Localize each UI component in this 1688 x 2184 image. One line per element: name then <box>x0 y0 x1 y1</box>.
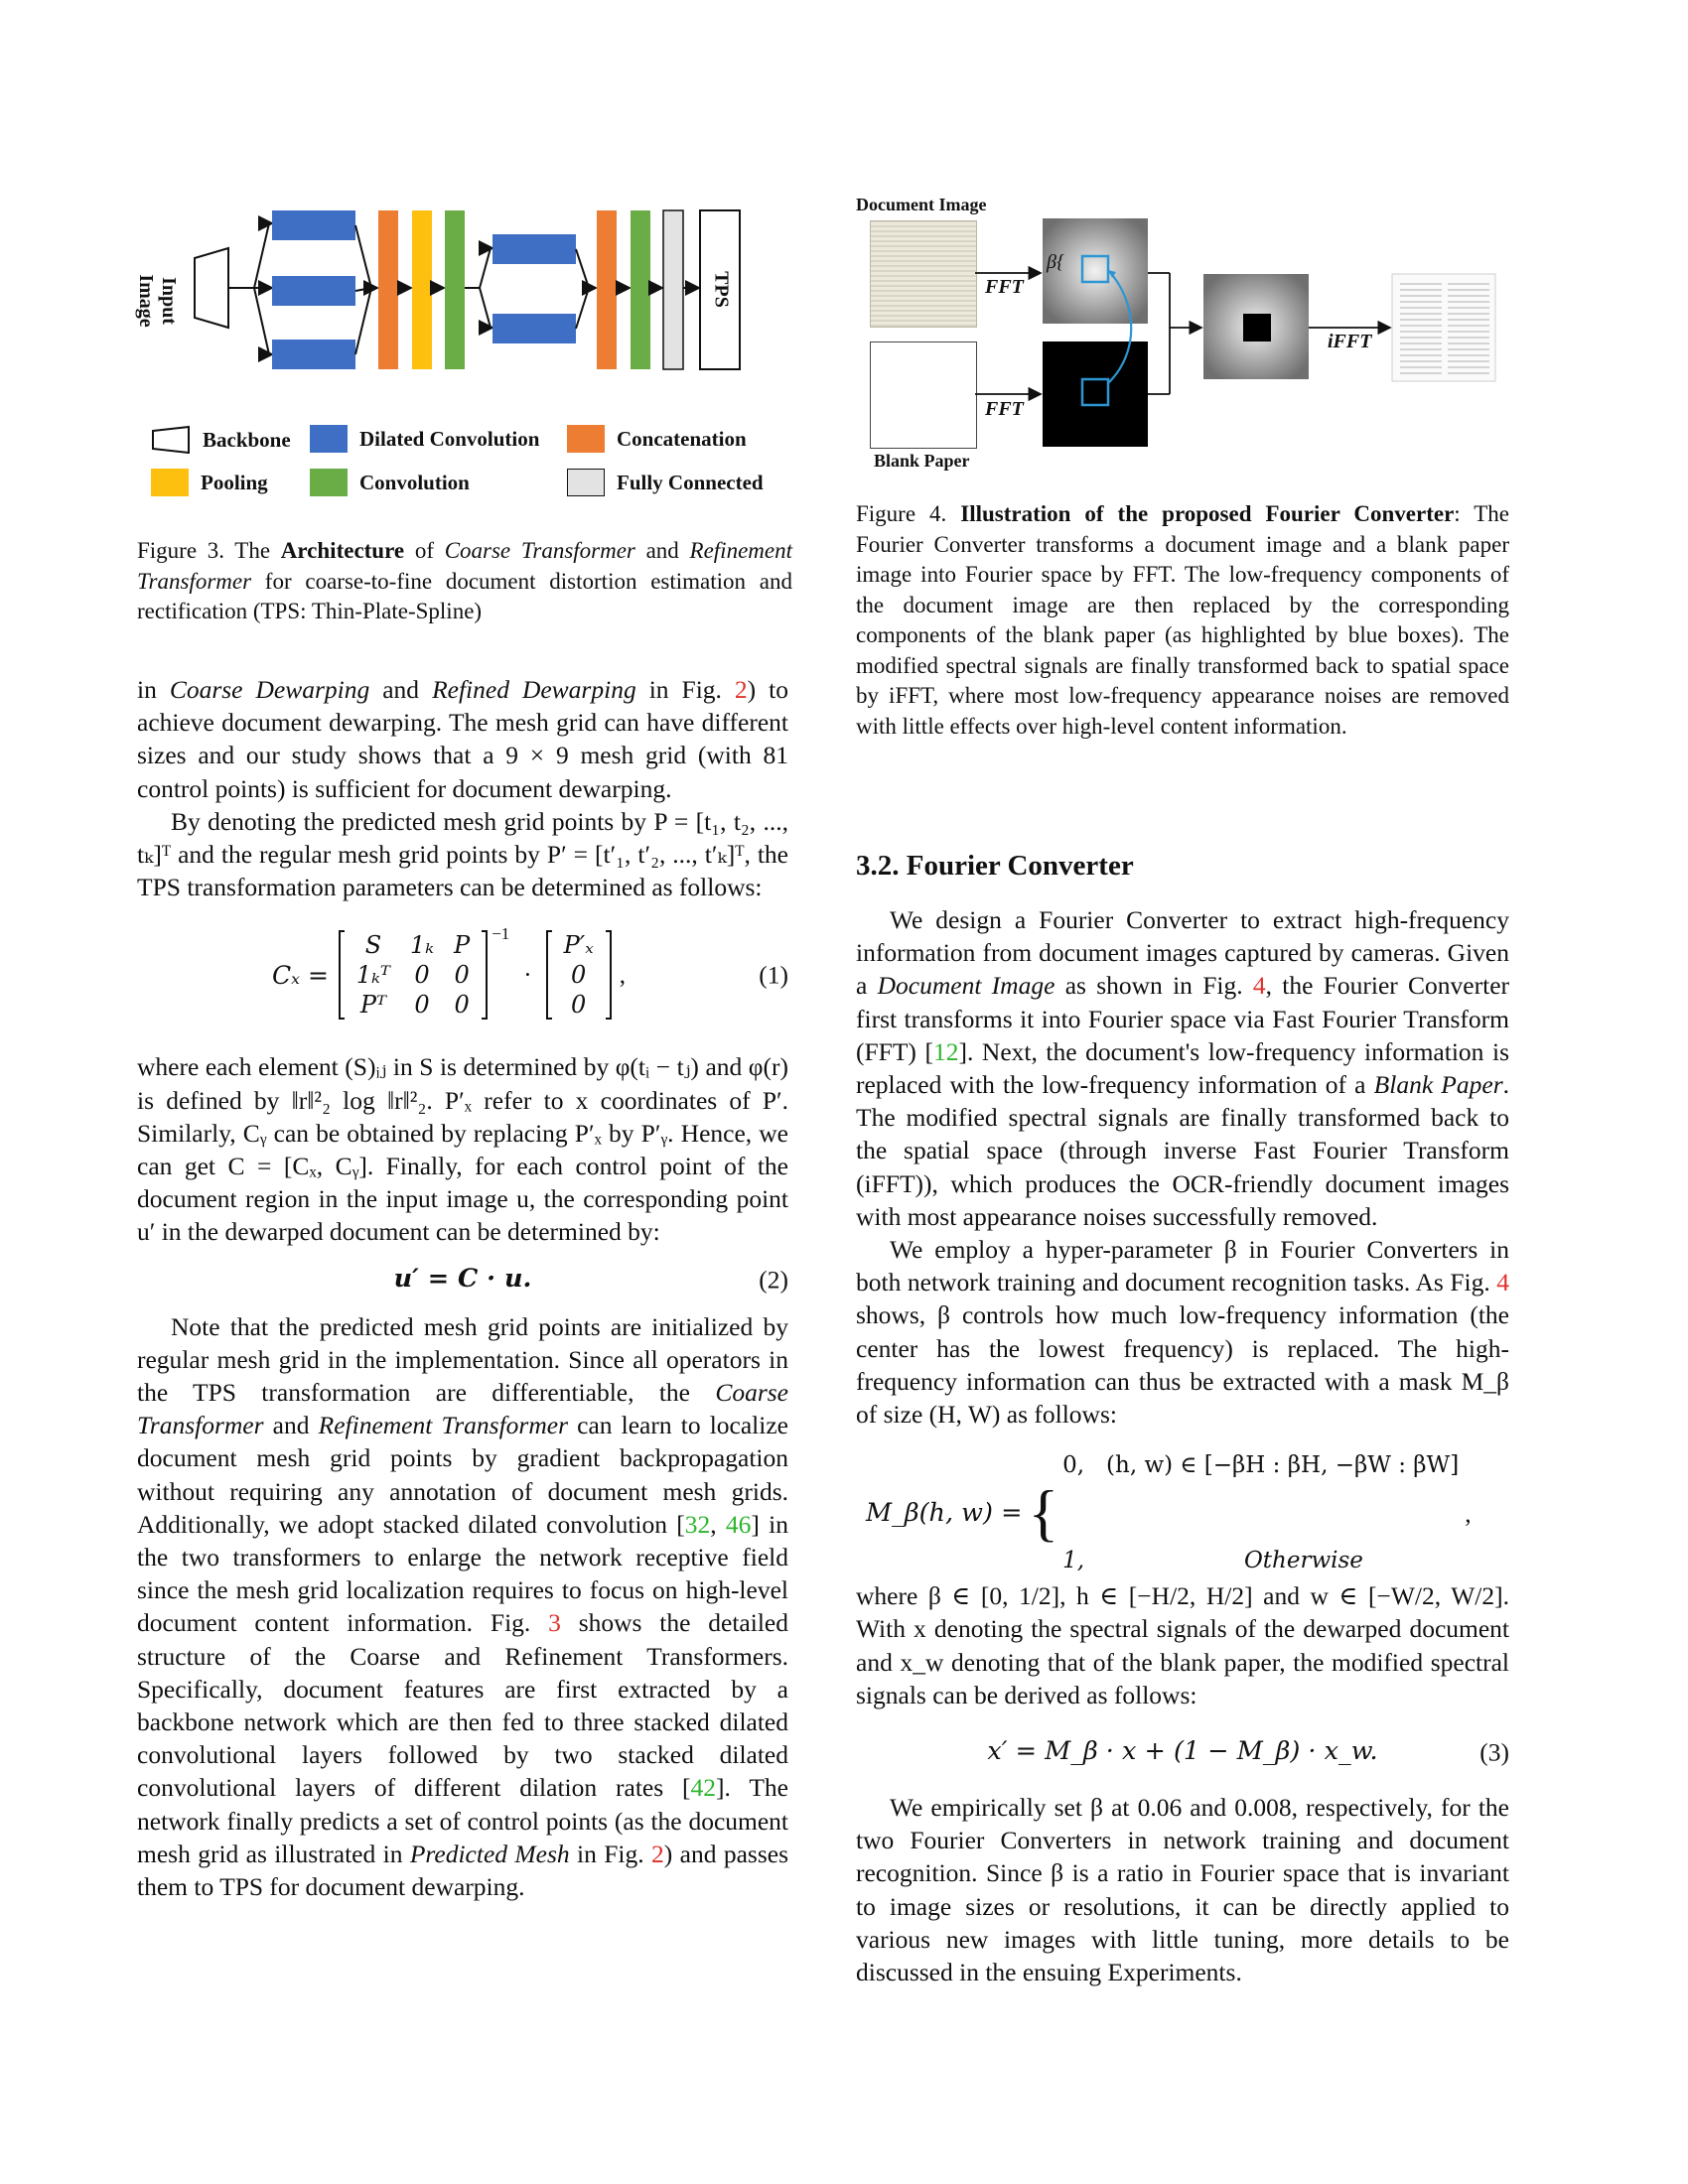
document-image-thumbnail <box>870 220 977 328</box>
fully-connected-swatch <box>567 469 605 496</box>
case-2: 1, Otherwise <box>1062 1548 1363 1574</box>
legend-convolution: Convolution <box>310 469 470 496</box>
document-image-label: Document Image <box>856 195 987 214</box>
concatenation-block <box>597 210 617 369</box>
legend-label: Backbone <box>203 427 291 452</box>
fully-connected-block <box>662 209 684 370</box>
blank-paper-thumbnail <box>870 341 977 449</box>
eq2-number: (2) <box>759 1265 788 1295</box>
equation-3: x′ = M_β · x + (1 − M_β) · x_w. (3) <box>856 1727 1509 1777</box>
dilated-conv-block <box>272 340 355 369</box>
eq3-number: (3) <box>1479 1737 1509 1767</box>
section-title: 3.2. Fourier Converter <box>856 850 1134 882</box>
mask-eq-lhs: M_β(h, w) = <box>866 1497 1023 1528</box>
backbone-shape <box>194 246 229 330</box>
fft-label-bottom: FFT <box>985 398 1024 420</box>
mask-equation: M_β(h, w) = { 0, (h, w) ∈ [−βH : βH, −βW… <box>856 1452 1509 1573</box>
low-frequency-box <box>1080 254 1110 284</box>
paragraph: We design a Fourier Converter to extract… <box>856 905 1510 1231</box>
figure-3: Input Image TPS Backbone Dilated Convolu… <box>135 199 792 496</box>
eq2-body: u′ = C · u. <box>393 1263 532 1294</box>
left-column: in Coarse Dewarping and Refined Dewarpin… <box>137 673 788 1903</box>
low-frequency-box <box>1080 377 1110 407</box>
paragraph: where β ∈ [0, 1/2], h ∈ [−H/2, H/2] and … <box>856 1581 1509 1709</box>
legend-label: Pooling <box>201 470 268 494</box>
concatenation-swatch <box>567 425 605 453</box>
tps-box <box>699 209 741 370</box>
dilated-conv-swatch <box>310 425 348 453</box>
eq3-body: x′ = M_β · x + (1 − M_β) · x_w. <box>987 1736 1378 1767</box>
dilated-conv-block <box>492 234 576 264</box>
dilated-conv-block <box>272 276 355 306</box>
replacement-arrow <box>1107 269 1133 384</box>
legend-label: Fully Connected <box>617 470 764 494</box>
document-spectrum <box>1043 218 1148 324</box>
legend-fully-connected: Fully Connected <box>567 469 764 496</box>
paragraph: Note that the predicted mesh grid points… <box>137 1311 788 1902</box>
convolution-block <box>631 210 650 369</box>
backbone-legend-icon <box>152 425 190 455</box>
legend-label: Dilated Convolution <box>359 426 540 451</box>
fourier-converter-diagram <box>975 218 1496 447</box>
paragraph: where each element (S)ᵢⱼ in S is determi… <box>137 1052 788 1247</box>
figure-3-caption: Figure 3. The Architecture of Coarse Tra… <box>137 538 792 623</box>
dilated-conv-block <box>492 314 576 343</box>
input-image-label: Input Image <box>135 274 180 328</box>
convolution-swatch <box>310 469 348 496</box>
case-1: 0, (h, w) ∈ [−βH : βH, −βW : βW] <box>1062 1452 1460 1479</box>
architecture-diagram <box>194 209 741 370</box>
blank-spectrum <box>1043 341 1148 447</box>
eq1-number: (1) <box>759 960 788 990</box>
pooling-block <box>412 210 432 369</box>
eq1-exponent: −1 <box>492 924 510 944</box>
eq1-lhs: Cₓ = <box>272 960 329 990</box>
legend-backbone: Backbone <box>151 425 291 455</box>
brace: { <box>1028 1477 1059 1549</box>
right-column: 3.2. Fourier Converter We design a Fouri… <box>856 846 1509 1988</box>
figure-4: Document Image Blank Paper <box>856 195 1511 482</box>
paragraph: We empirically set β at 0.06 and 0.008, … <box>856 1793 1509 1987</box>
beta-label: β{ <box>1047 251 1064 273</box>
legend-label: Concatenation <box>617 426 747 451</box>
dilated-conv-block <box>272 210 355 240</box>
convolution-block <box>445 210 465 369</box>
output-document <box>1391 273 1496 382</box>
paragraph: By denoting the predicted mesh grid poin… <box>137 806 788 902</box>
legend-pooling: Pooling <box>151 469 268 496</box>
equation-1: Cₓ = S 1ₖ P 1ₖᵀ 0 0 Pᵀ 0 0 −1 · P′ₓ 0 0 , (1) <box>137 913 788 1036</box>
equation-2: u′ = C · u. (2) <box>137 1255 788 1304</box>
cases: 0, (h, w) ∈ [−βH : βH, −βW : βW] 1, Othe… <box>1062 1386 1459 1640</box>
legend-label: Convolution <box>359 470 470 494</box>
mask-eq-comma: , <box>1465 1498 1472 1528</box>
legend-concatenation: Concatenation <box>567 425 747 453</box>
ifft-label: iFFT <box>1328 331 1372 352</box>
eq1-vector: P′ₓ 0 0 <box>545 930 612 1021</box>
eq1-dot: · <box>523 961 532 989</box>
paragraph: in Coarse Dewarping and Refined Dewarpin… <box>137 675 788 803</box>
tps-label: TPS <box>710 271 733 308</box>
blank-paper-label: Blank Paper <box>874 451 970 471</box>
legend-dilated-conv: Dilated Convolution <box>310 425 539 453</box>
figure-4-caption: Figure 4. Illustration of the proposed F… <box>856 501 1509 739</box>
fft-label-top: FFT <box>985 276 1024 298</box>
concatenation-block <box>378 210 398 369</box>
pooling-swatch <box>151 469 189 496</box>
eq1-matrix: S 1ₖ P 1ₖᵀ 0 0 Pᵀ 0 0 <box>338 930 489 1021</box>
low-frequency-block <box>1243 314 1271 341</box>
paragraph: We employ a hyper-parameter β in Fourier… <box>856 1235 1509 1430</box>
